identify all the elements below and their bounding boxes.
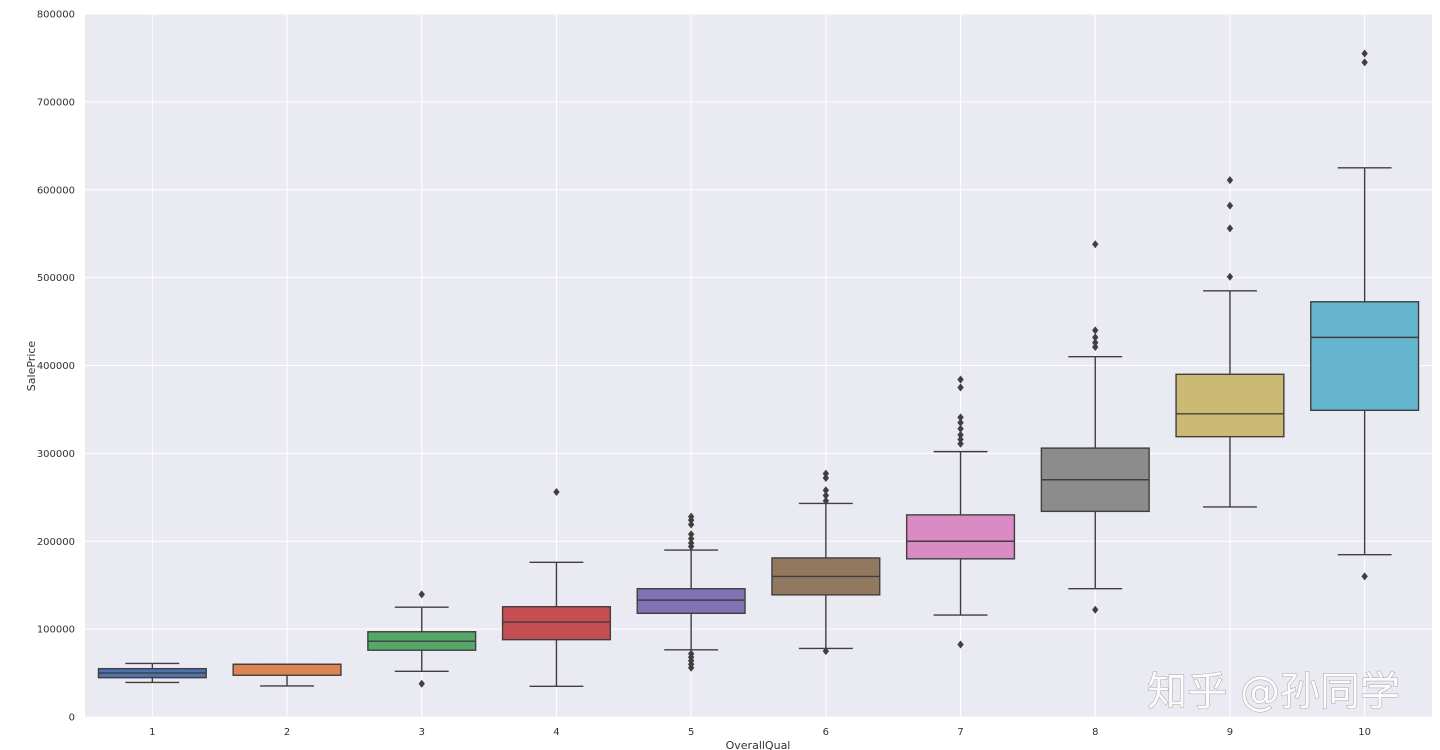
x-tick-label: 2	[284, 727, 290, 738]
outlier-point	[957, 418, 964, 427]
outlier-point	[1226, 176, 1234, 185]
box-9	[1175, 176, 1285, 508]
x-tick-label: 6	[823, 727, 829, 738]
y-tick-label: 300000	[37, 449, 75, 460]
outlier-point	[1092, 333, 1099, 342]
outlier-point	[957, 435, 964, 444]
outlier-point	[822, 496, 830, 505]
outlier-point	[1092, 240, 1099, 249]
x-tick-label: 1	[149, 727, 155, 738]
outlier-point	[1226, 224, 1234, 233]
outlier-point	[687, 520, 695, 529]
outlier-point	[822, 491, 830, 500]
box-4	[501, 488, 612, 688]
outlier-point	[1226, 201, 1234, 210]
outlier-point	[1361, 58, 1368, 67]
outlier-point	[822, 647, 830, 656]
x-axis-ticks: 1 2 3 4 5 6 7 8 9 10	[149, 727, 1371, 738]
x-tick-label: 4	[553, 727, 559, 738]
outlier-point	[687, 530, 695, 539]
y-tick-label: 600000	[37, 185, 75, 196]
y-tick-label: 400000	[37, 361, 75, 372]
outlier-point	[1361, 49, 1368, 58]
gridlines	[85, 13, 1432, 718]
x-tick-label: 7	[957, 727, 963, 738]
outlier-point	[822, 469, 830, 478]
outlier-point	[957, 640, 964, 649]
box-8	[1040, 240, 1150, 614]
y-tick-label: 800000	[37, 10, 75, 21]
iqr-box	[636, 588, 746, 615]
box-7	[905, 375, 1016, 649]
x-tick-label: 8	[1092, 727, 1098, 738]
outlier-point	[1092, 338, 1099, 347]
outlier-point	[957, 375, 964, 384]
iqr-box	[501, 606, 612, 641]
outlier-point	[1361, 572, 1368, 581]
box-1	[97, 662, 207, 684]
outlier-point	[1226, 272, 1234, 281]
iqr-box	[905, 514, 1016, 560]
outlier-point	[822, 473, 830, 482]
x-tick-label: 10	[1358, 727, 1371, 738]
watermark-text: 知乎 @孙同学	[1147, 669, 1400, 715]
outlier-point	[957, 424, 964, 433]
box-3	[367, 590, 477, 688]
x-tick-label: 3	[419, 727, 425, 738]
outlier-point	[687, 649, 695, 658]
y-tick-label: 100000	[37, 625, 75, 636]
outlier-point	[418, 679, 425, 688]
box-5	[636, 512, 746, 672]
y-tick-label: 700000	[37, 97, 75, 108]
outlier-point	[957, 383, 964, 392]
x-tick-label: 5	[688, 727, 694, 738]
outlier-point	[1092, 326, 1099, 335]
box-6	[771, 469, 881, 656]
outlier-point	[1092, 605, 1099, 614]
outlier-point	[553, 488, 560, 497]
y-tick-label: 0	[69, 713, 75, 724]
y-axis-ticks: 0 100000 200000 300000 400000 500000 600000 700…	[37, 10, 75, 724]
outlier-point	[687, 534, 695, 543]
x-tick-label: 9	[1227, 727, 1233, 738]
outlier-point	[957, 413, 964, 422]
outlier-point	[1092, 343, 1099, 352]
y-tick-label: 500000	[37, 273, 75, 284]
iqr-box	[232, 663, 342, 676]
outlier-point	[687, 512, 695, 521]
y-tick-label: 200000	[37, 537, 75, 548]
box-2	[232, 663, 342, 687]
iqr-box	[1310, 301, 1420, 412]
outlier-point	[418, 590, 425, 599]
iqr-box	[1175, 373, 1285, 438]
outlier-point	[957, 430, 964, 439]
boxes	[97, 49, 1420, 688]
box-10	[1310, 49, 1420, 581]
x-axis-label: OverallQual	[726, 739, 791, 750]
outlier-point	[957, 439, 964, 448]
outlier-point	[687, 539, 695, 548]
outlier-point	[822, 486, 830, 495]
y-axis-label: SalePrice	[25, 341, 38, 392]
